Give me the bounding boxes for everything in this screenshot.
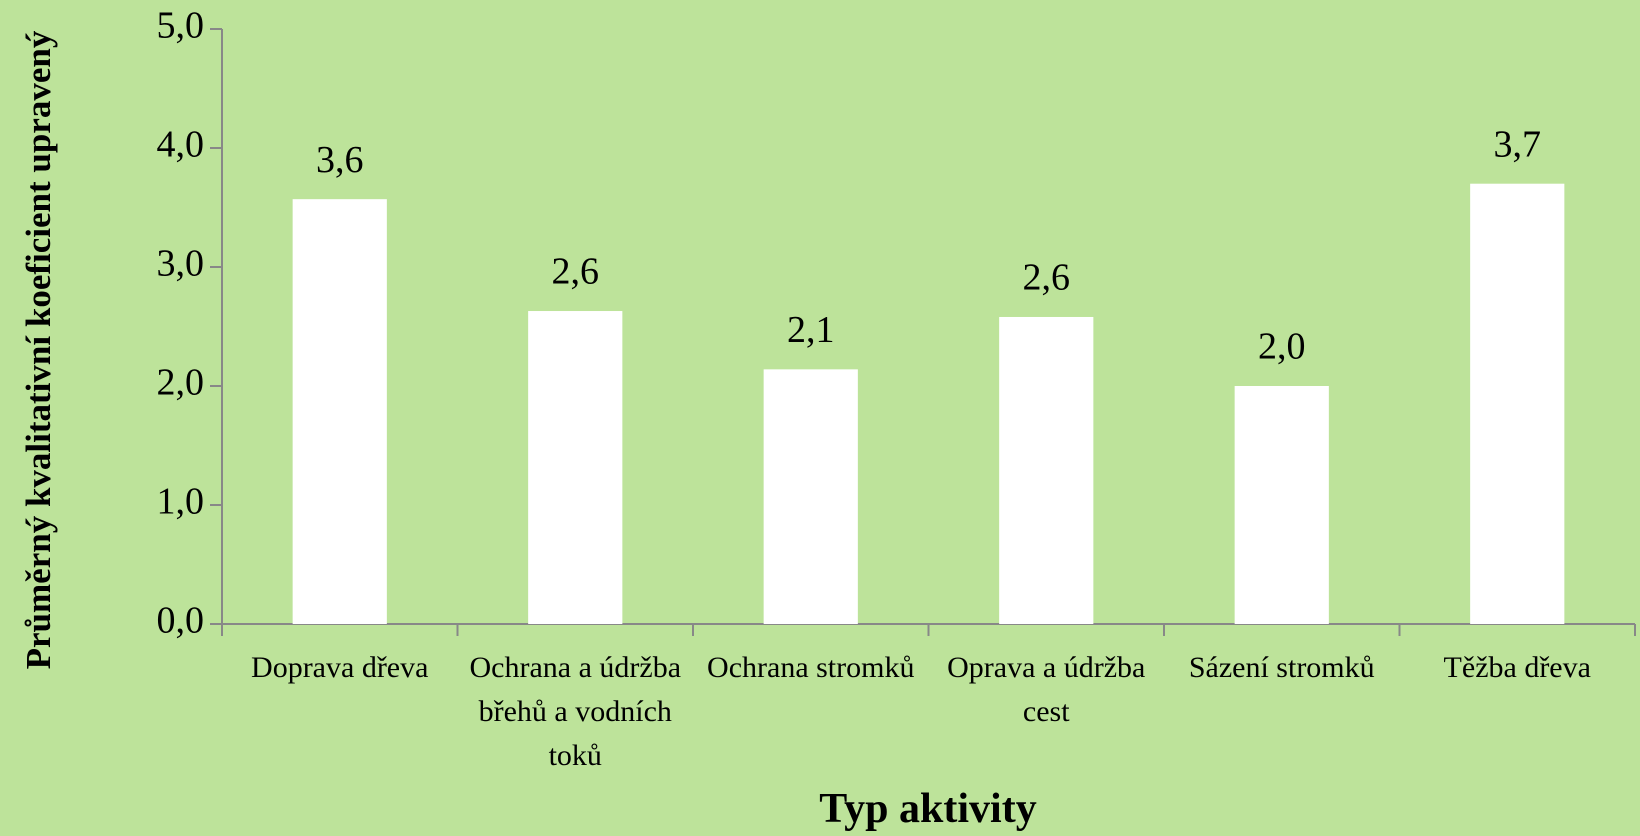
y-tick-label: 2,0 <box>157 362 205 404</box>
x-tick-label: Ochrana stromků <box>707 651 915 684</box>
data-label: 2,0 <box>1258 326 1306 368</box>
data-label: 3,7 <box>1494 123 1542 165</box>
bar <box>1234 386 1329 624</box>
y-tick-label: 1,0 <box>157 481 205 523</box>
bar <box>292 199 387 625</box>
data-label: 2,6 <box>1023 257 1071 299</box>
y-tick-label: 0,0 <box>157 600 205 642</box>
x-axis-title: Typ aktivity <box>819 786 1037 832</box>
y-axis-title: Průměrný kvalitativní koeficient upraven… <box>19 30 58 670</box>
x-tick-label: Těžba dřeva <box>1443 651 1591 684</box>
y-tick-label: 4,0 <box>157 124 205 166</box>
x-tick-label: Sázení stromků <box>1188 651 1375 684</box>
bar <box>763 369 858 624</box>
data-label: 2,6 <box>552 251 600 293</box>
y-tick-label: 5,0 <box>157 5 205 47</box>
x-tick-label: Oprava a údržba cest <box>947 651 1146 728</box>
bar <box>999 316 1094 624</box>
data-label: 3,6 <box>316 139 364 181</box>
x-tick-label: Ochrana a údržba břehů a vodních toků <box>469 651 682 772</box>
x-tick-label: Doprava dřeva <box>251 651 429 684</box>
bar <box>1470 183 1565 624</box>
bar <box>528 311 623 624</box>
data-label: 2,1 <box>787 309 835 351</box>
y-tick-label: 3,0 <box>157 243 205 285</box>
